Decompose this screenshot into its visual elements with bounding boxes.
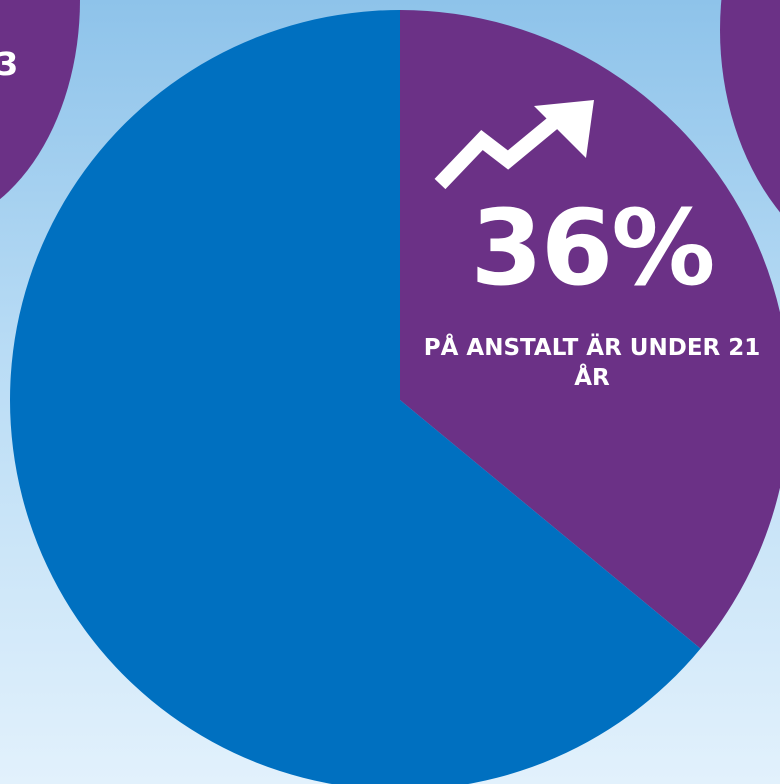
slice-description-label: PÅ ANSTALT ÄR UNDER 21 ÅR xyxy=(423,335,761,391)
left-circle-fragment-text: 3 xyxy=(0,45,19,83)
trend-arrowhead xyxy=(534,100,594,158)
pie-slice-1 xyxy=(400,10,780,649)
pie-callout: 36% PÅ ANSTALT ÄR UNDER 21 ÅR xyxy=(420,196,764,394)
pie-slice-2 xyxy=(10,10,701,784)
trend-line xyxy=(434,116,559,190)
slice-value-label: 36% xyxy=(470,187,716,309)
trend-up-arrow-icon xyxy=(434,100,594,190)
